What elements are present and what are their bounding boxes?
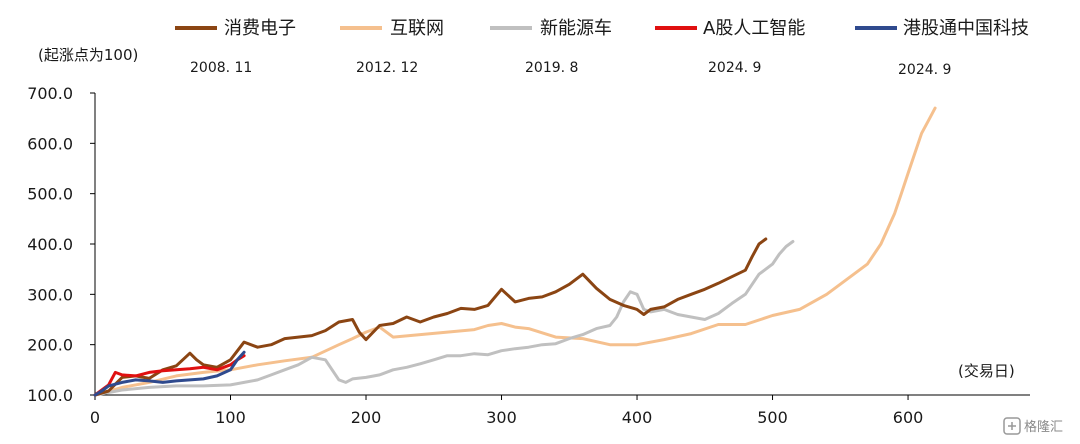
legend-item-internet: 互联网 [340, 18, 444, 39]
start-date-label: 2008. 11 [190, 60, 252, 76]
legend-item-new-energy-vehicles: 新能源车 [490, 18, 612, 39]
y-axis-ticks: 100.0 200.0 300.0 400.0 500.0 600.0 700.0 [27, 84, 95, 405]
legend-item-a-share-ai: A股人工智能 [655, 18, 805, 39]
legend-label: 消费电子 [224, 18, 296, 39]
y-tick-label: 700.0 [27, 84, 73, 103]
y-tick-label: 300.0 [27, 285, 73, 304]
x-tick-label: 100 [215, 408, 246, 427]
watermark: 格隆汇 [1003, 417, 1063, 435]
watermark-logo-mark [1008, 422, 1016, 430]
series-new-energy-vehicles-line [93, 240, 795, 397]
legend-label: 互联网 [390, 18, 444, 39]
x-axis-ticks: 0 100 200 300 400 500 600 [90, 395, 923, 427]
series-internet-line [93, 106, 937, 397]
x-tick-label: 400 [622, 408, 653, 427]
legend-item-consumer-electronics: 消费电子 [175, 18, 296, 39]
watermark-logo-icon [1003, 417, 1021, 435]
x-tick-label: 300 [486, 408, 517, 427]
y-tick-label: 100.0 [27, 386, 73, 405]
axes: 100.0 200.0 300.0 400.0 500.0 600.0 700.0 0 100… [27, 84, 1030, 427]
legend-label: 新能源车 [540, 18, 612, 39]
y-tick-label: 500.0 [27, 185, 73, 204]
watermark-text: 格隆汇 [1024, 419, 1063, 435]
y-tick-label: 400.0 [27, 235, 73, 254]
legend-item-hk-china-tech: 港股通中国科技 [855, 18, 1029, 39]
start-date-label: 2024. 9 [898, 62, 951, 78]
start-date-labels: 2008. 11 2012. 12 2019. 8 2024. 9 2024. … [190, 60, 951, 78]
series-lines [93, 106, 937, 397]
series-consumer-electronics-line [93, 237, 768, 397]
x-tick-label: 200 [351, 408, 382, 427]
y-axis-label: (起涨点为100) [38, 46, 138, 64]
start-date-label: 2012. 12 [356, 60, 418, 76]
x-tick-label: 500 [757, 408, 788, 427]
x-tick-label: 600 [893, 408, 924, 427]
start-date-label: 2019. 8 [525, 60, 578, 76]
x-axis-label: (交易日) [958, 362, 1015, 380]
series-a-share-ai-line [93, 354, 246, 397]
legend-label: A股人工智能 [703, 18, 805, 39]
y-tick-label: 600.0 [27, 134, 73, 153]
x-tick-label: 0 [90, 408, 100, 427]
y-tick-label: 200.0 [27, 336, 73, 355]
start-date-label: 2024. 9 [708, 60, 761, 76]
legend: 消费电子 互联网 新能源车 A股人工智能 港股通中国科技 [175, 18, 1029, 39]
series-hk-china-tech-line [93, 350, 246, 397]
legend-label: 港股通中国科技 [903, 18, 1029, 39]
